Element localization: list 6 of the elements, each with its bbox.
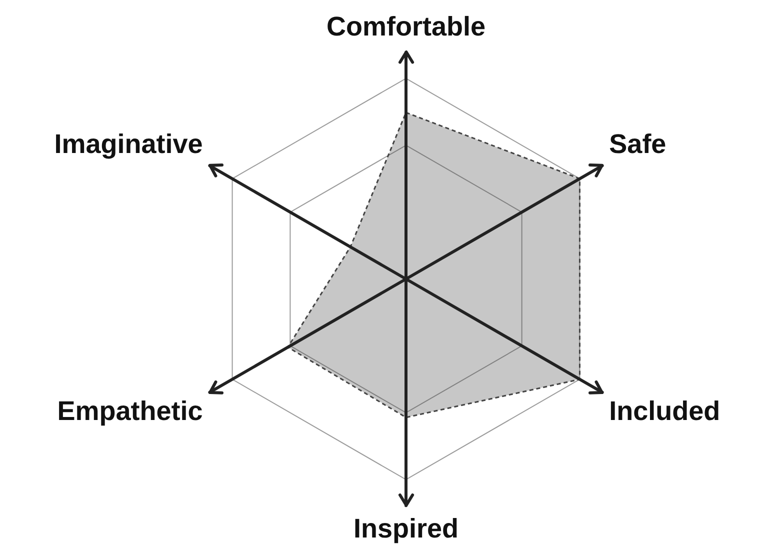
spoke-label: Comfortable	[326, 12, 486, 42]
spoke-label: Imaginative	[54, 128, 203, 159]
spoke-label: Inspired	[353, 513, 459, 544]
spoke-label: Empathetic	[57, 396, 203, 426]
spoke-label: Safe	[609, 128, 666, 159]
spoke-label: Included	[609, 396, 720, 426]
